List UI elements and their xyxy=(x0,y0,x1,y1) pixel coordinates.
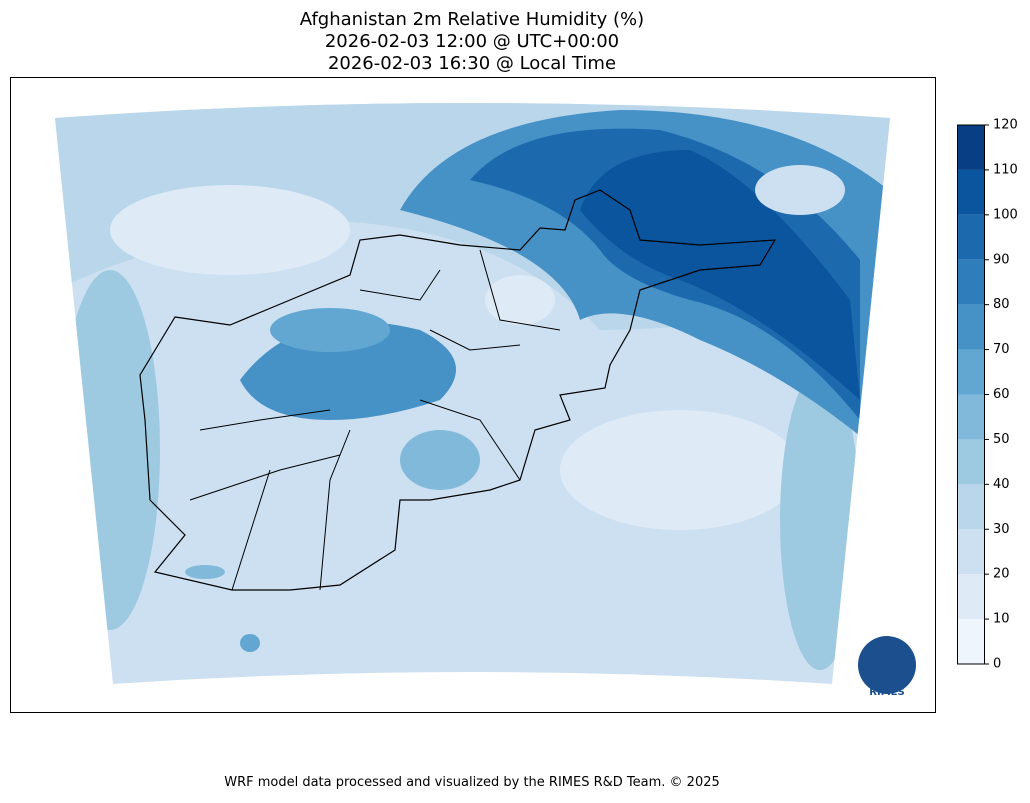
colorbar-tick-label: 20 xyxy=(993,567,1010,582)
colorbar-frame xyxy=(957,124,985,665)
colorbar-tick-label: 120 xyxy=(993,118,1018,133)
province-border xyxy=(189,249,561,591)
colorbar-bin xyxy=(957,304,985,350)
colorbar-tick-label: 60 xyxy=(993,387,1010,402)
colorbar-tick-label: 110 xyxy=(993,162,1018,177)
humidity-field xyxy=(55,103,890,684)
colorbar-bin xyxy=(957,619,985,664)
colorbar-bin xyxy=(957,529,985,575)
credit: WRF model data processed and visualized … xyxy=(224,775,720,790)
colorbar-tick-label: 10 xyxy=(993,612,1010,627)
title: Afghanistan 2m Relative Humidity (%) xyxy=(300,9,644,30)
colorbar-bin xyxy=(957,439,985,485)
colorbar-tick-label: 30 xyxy=(993,522,1010,537)
colorbar-tick-label: 80 xyxy=(993,297,1010,312)
colorbar-bin xyxy=(957,349,985,395)
colorbar-tick-label: 90 xyxy=(993,252,1010,267)
colorbar-tick-label: 40 xyxy=(993,477,1010,492)
logo-text: RIMES xyxy=(869,687,904,698)
colorbar-tick-label: 0 xyxy=(993,657,1001,672)
subtitle: 2026-02-03 16:30 @ Local Time xyxy=(328,53,616,74)
colorbar-bin xyxy=(957,214,985,260)
country-border xyxy=(139,189,777,591)
colorbar-tick-label: 70 xyxy=(993,342,1010,357)
colorbar-bin xyxy=(957,394,985,440)
colorbar-bin xyxy=(957,169,985,215)
logo xyxy=(858,636,916,694)
subtitle: 2026-02-03 12:00 @ UTC+00:00 xyxy=(325,31,619,52)
colorbar-bin xyxy=(957,484,985,530)
colorbar-tick-label: 100 xyxy=(993,207,1018,222)
colorbar-bin xyxy=(957,574,985,620)
colorbar-bin xyxy=(957,125,985,170)
colorbar-tick-label: 50 xyxy=(993,432,1010,447)
map-frame xyxy=(10,77,936,713)
colorbar-bin xyxy=(957,259,985,305)
colorbar: 0 10 20 30 40 50 60 70 80 90 100 110 120 xyxy=(957,118,1018,672)
